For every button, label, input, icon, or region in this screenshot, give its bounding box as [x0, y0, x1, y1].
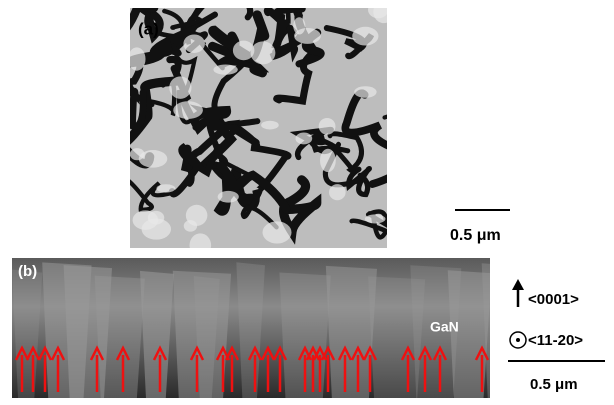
grain: [218, 191, 239, 203]
grain: [319, 118, 336, 135]
grain: [293, 17, 305, 34]
scale-label: 0.5 μm: [450, 227, 501, 244]
grain: [183, 34, 205, 52]
column: [95, 276, 145, 398]
grain: [295, 132, 312, 144]
grain: [169, 76, 191, 98]
panel-label: (b): [18, 263, 37, 280]
scale-label: 0.5 μm: [530, 376, 578, 393]
grain: [190, 233, 212, 257]
channel: [385, 114, 437, 167]
grain: [320, 149, 336, 172]
grain: [365, 214, 386, 223]
grain: [373, 0, 394, 23]
figure: (a) 0.5 μm (b) GaN <0001> <11-20> 0.5 μm: [0, 0, 614, 405]
micrograph-a: [102, 0, 436, 257]
grain: [142, 218, 171, 239]
grain: [156, 184, 175, 192]
material-label: GaN: [430, 319, 459, 335]
direction-label: <11-20>: [528, 332, 583, 349]
grain: [329, 184, 346, 200]
grain: [354, 86, 376, 98]
grain: [184, 220, 197, 232]
direction-label: <0001>: [528, 291, 579, 308]
grain: [352, 27, 378, 46]
grain: [261, 121, 279, 130]
grain: [173, 101, 203, 119]
grain: [130, 148, 145, 160]
grain: [128, 47, 145, 70]
column: [482, 263, 520, 398]
grain: [213, 64, 237, 74]
grain: [251, 41, 276, 64]
direction-legend: <0001> <11-20> 0.5 μm: [508, 279, 605, 393]
panel-label: (a): [138, 19, 159, 38]
grain: [263, 221, 292, 243]
